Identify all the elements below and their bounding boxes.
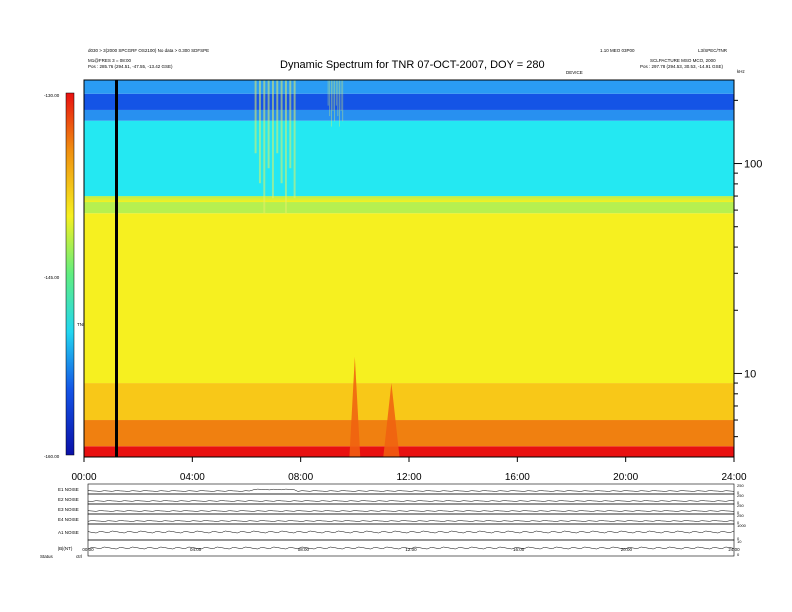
x-tick-label: 16:00 <box>505 472 530 483</box>
x-tick-label: 00:00 <box>71 472 96 483</box>
subpanel-trace <box>87 520 735 522</box>
event-0-streak <box>267 80 270 169</box>
event-1-streak <box>342 80 344 122</box>
band-0 <box>84 446 734 457</box>
header-left-line3: Pos : 285.76 (294.51, -47.55, -13.42 GSE… <box>88 64 173 69</box>
colorbar-side-label: TNR <box>77 322 87 327</box>
band-5 <box>84 120 734 197</box>
header-right-line3: SCLPACTURE MSO MCO, 2000 <box>650 58 716 63</box>
subpanel-x-tick-label: 04:00 <box>190 547 202 552</box>
subpanel-row <box>87 503 735 515</box>
subpanel-scale-top: 1000 <box>737 523 747 528</box>
event-0-streak <box>276 80 279 154</box>
header-left-line1: d030 > 3(2000 SPCGRF OS2100) No data > 0… <box>88 48 210 53</box>
subpanel-label: E1 NOISE <box>58 487 79 492</box>
subpanel-scale-top: 250 <box>737 493 744 498</box>
y-tick-label: 100 <box>744 159 762 171</box>
header-center-small: DEVICE <box>566 70 583 75</box>
event-1-streak <box>337 80 339 117</box>
subpanel-x-tick-label: 20:00 <box>621 547 633 552</box>
subpanel-scale-top: 250 <box>737 483 744 488</box>
band-7 <box>84 93 734 110</box>
subpanel-x-tick-label: 12:00 <box>405 547 417 552</box>
event-0-streak <box>284 80 287 214</box>
event-0-streak <box>258 80 261 184</box>
event-0-streak <box>263 80 266 214</box>
band-8 <box>84 80 734 94</box>
subpanel-trace <box>87 488 735 492</box>
subpanel-row <box>87 493 735 505</box>
x-tick-label: 12:00 <box>396 472 421 483</box>
event-1-streak <box>339 80 340 127</box>
event-0-streak <box>280 80 283 184</box>
subpanel-scale-bottom: 0 <box>737 552 740 557</box>
x-tick-label: 08:00 <box>288 472 313 483</box>
x-tick-label: 04:00 <box>180 472 205 483</box>
subpanel-scale-top: 10 <box>737 539 742 544</box>
event-2 <box>349 356 361 457</box>
subpanel-trace <box>87 530 735 534</box>
subpanel-trace <box>87 546 735 550</box>
event-1-streak <box>334 80 335 122</box>
event-0-streak <box>271 80 274 199</box>
header-right-line4: Pos : 297.78 (294.53, 30.53, -14.91 GSE) <box>640 64 724 69</box>
subpanel-label: |B|(NT) <box>58 546 73 551</box>
subpanel-scale-bottom: 0 <box>737 536 740 541</box>
footer-status: Status <box>40 554 54 559</box>
header-right-line2: L3/SPEC/TNR <box>698 48 728 53</box>
subpanel-x-tick-label: 00:00 <box>82 547 94 552</box>
colorbar-mid-label: -145.00 <box>44 275 60 280</box>
header-right-line1: 1.10 MEO 03P00 <box>600 48 635 53</box>
band-3 <box>84 213 734 384</box>
subpanel-trace <box>87 500 735 502</box>
band-2 <box>84 383 734 421</box>
event-1-streak <box>329 80 331 117</box>
subpanel-scale-bottom: 0 <box>737 510 740 515</box>
subpanel-row <box>87 483 735 495</box>
subpanel-row <box>87 539 735 557</box>
subpanel-scale-bottom: 0 <box>737 490 740 495</box>
colorbar-max-label: -130.00 <box>44 93 60 98</box>
colorbar <box>65 92 75 456</box>
subpanel-label: E3 NOISE <box>58 507 79 512</box>
subpanel-row <box>87 513 735 525</box>
band-transition <box>84 196 734 203</box>
subpanel-x-tick-label: 08:00 <box>298 547 310 552</box>
y-tick-label: 10 <box>744 368 756 380</box>
event-0-streak <box>254 80 257 154</box>
event-1-streak <box>327 80 329 106</box>
x-tick-label: 24:00 <box>721 472 746 483</box>
header-left-line2: M1@FRES 3 = 08:00 <box>88 58 131 63</box>
subpanel-x-tick-label: 16:00 <box>513 547 525 552</box>
chart-title: Dynamic Spectrum for TNR 07-OCT-2007, DO… <box>280 59 545 71</box>
event-1-streak <box>331 80 332 127</box>
event-0-streak <box>293 80 296 199</box>
subpanel-label: E2 NOISE <box>58 497 79 502</box>
subpanel-scale-bottom: 0 <box>737 520 740 525</box>
subpanel-trace <box>87 510 735 512</box>
event-1-streak <box>335 80 337 106</box>
subpanel-scale-top: 250 <box>737 513 744 518</box>
subpanel-x-tick-label: 24:00 <box>728 547 740 552</box>
event-1-streak <box>332 80 334 111</box>
heatmap-area <box>84 80 734 457</box>
subpanel-label: A1 NOISE <box>58 530 79 535</box>
event-3 <box>383 383 400 457</box>
event-0-streak <box>289 80 292 169</box>
subpanel-row <box>87 523 735 541</box>
band-1 <box>84 420 734 447</box>
subpanel-label: E4 NOISE <box>58 517 79 522</box>
x-tick-label: 20:00 <box>613 472 638 483</box>
subpanel-scale-bottom: 0 <box>737 500 740 505</box>
subpanel-scale-top: 250 <box>737 503 744 508</box>
footer-ctrl: ctrl <box>76 554 82 559</box>
event-1-streak <box>340 80 342 111</box>
band-6 <box>84 109 734 121</box>
unit-label: kHz <box>737 69 745 74</box>
colorbar-min-label: -160.00 <box>44 454 60 459</box>
